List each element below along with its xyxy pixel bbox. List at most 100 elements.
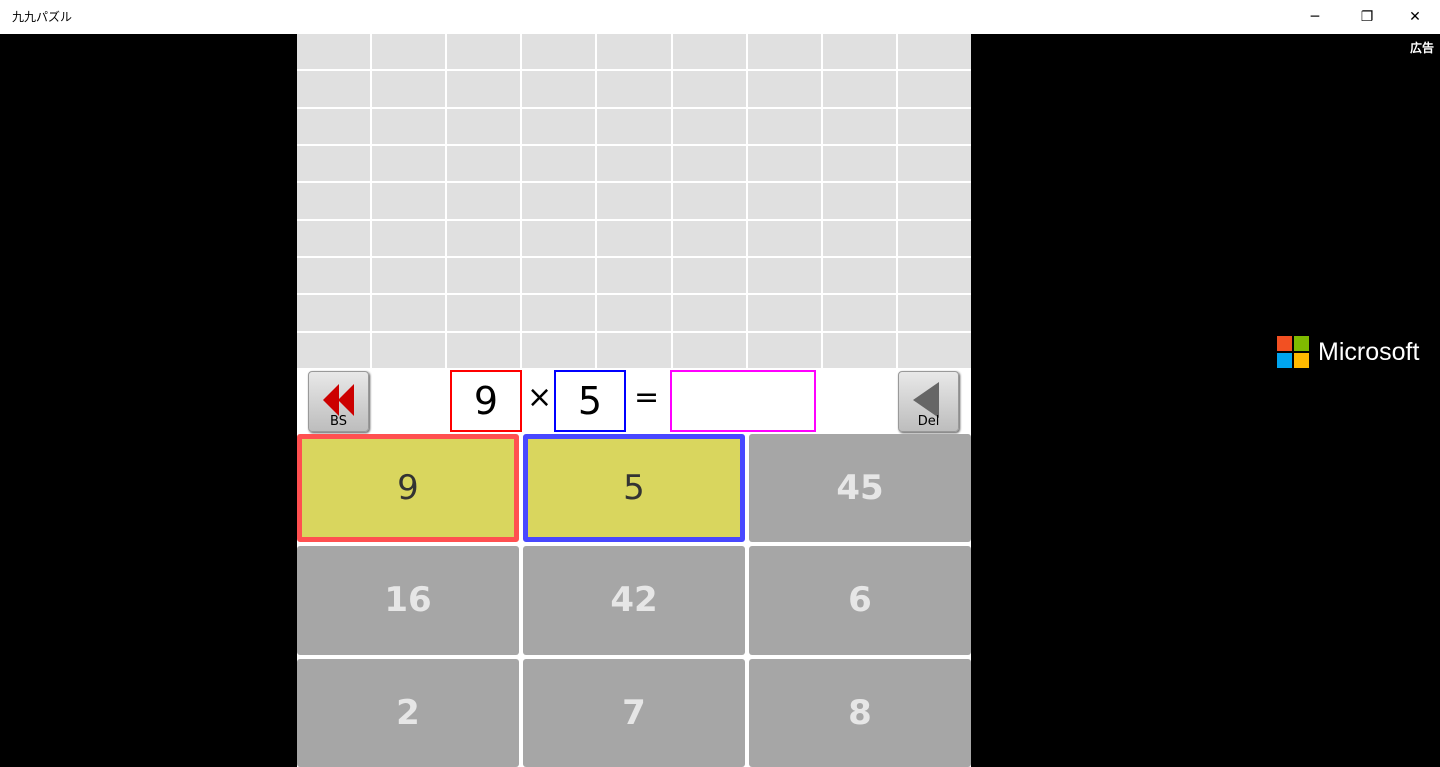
- grid-cell: [822, 183, 896, 219]
- double-left-arrow-icon: [323, 384, 354, 416]
- grid-cell: [597, 71, 671, 107]
- number-key[interactable]: 8: [749, 658, 971, 767]
- grid-cell: [747, 108, 821, 144]
- grid-cell: [447, 220, 521, 256]
- grid-cell: [672, 145, 746, 182]
- grid-cell: [372, 332, 446, 368]
- grid-cell: [822, 145, 896, 182]
- grid-cell: [672, 34, 746, 70]
- grid-cell: [447, 295, 521, 331]
- grid-cell: [597, 332, 671, 368]
- title-bar: 九九パズル ─ ❐ ✕: [0, 0, 1440, 34]
- ad-banner[interactable]: Microsoft: [1277, 336, 1419, 368]
- grid-cell: [897, 257, 971, 294]
- ad-brand: Microsoft: [1318, 337, 1420, 366]
- grid-cell: [522, 71, 596, 107]
- grid-cell: [672, 183, 746, 219]
- grid-cell: [747, 332, 821, 368]
- grid-cell: [297, 257, 371, 294]
- grid-cell: [747, 220, 821, 256]
- number-key[interactable]: 2: [297, 658, 519, 767]
- grid-cell: [897, 332, 971, 368]
- grid-cell: [822, 34, 896, 70]
- puzzle-grid: [297, 34, 971, 368]
- grid-cell: [447, 257, 521, 294]
- number-key[interactable]: 9: [297, 434, 519, 543]
- grid-cell: [897, 145, 971, 182]
- grid-cell: [447, 183, 521, 219]
- second-operand-box[interactable]: 5: [554, 370, 626, 432]
- grid-cell: [372, 34, 446, 70]
- grid-cell: [447, 332, 521, 368]
- grid-cell: [522, 332, 596, 368]
- grid-cell: [597, 34, 671, 70]
- grid-cell: [372, 257, 446, 294]
- grid-cell: [747, 71, 821, 107]
- grid-cell: [822, 295, 896, 331]
- grid-cell: [897, 108, 971, 144]
- grid-cell: [747, 295, 821, 331]
- grid-cell: [897, 71, 971, 107]
- delete-button[interactable]: Del: [898, 371, 959, 432]
- grid-cell: [297, 295, 371, 331]
- ad-label: 広告: [1409, 41, 1434, 55]
- grid-cell: [822, 71, 896, 107]
- grid-cell: [672, 257, 746, 294]
- number-key[interactable]: 45: [749, 434, 971, 543]
- delete-label: Del: [917, 414, 940, 429]
- grid-cell: [522, 295, 596, 331]
- left-triangle-icon: [913, 382, 939, 418]
- number-keypad: 9 5 45 16 42 6 2 7 8: [297, 434, 971, 767]
- grid-cell: [372, 145, 446, 182]
- number-key[interactable]: 5: [523, 434, 745, 543]
- grid-cell: [747, 257, 821, 294]
- grid-cell: [672, 295, 746, 331]
- grid-cell: [372, 183, 446, 219]
- number-key[interactable]: 42: [523, 546, 745, 655]
- number-key[interactable]: 6: [749, 546, 971, 655]
- grid-cell: [822, 220, 896, 256]
- number-key[interactable]: 16: [297, 546, 519, 655]
- grid-cell: [447, 71, 521, 107]
- grid-cell: [897, 295, 971, 331]
- backspace-button[interactable]: BS: [308, 371, 369, 432]
- grid-cell: [522, 145, 596, 182]
- grid-cell: [897, 183, 971, 219]
- grid-cell: [297, 183, 371, 219]
- times-sign: ×: [527, 380, 553, 415]
- grid-cell: [897, 34, 971, 70]
- grid-cell: [297, 145, 371, 182]
- grid-cell: [372, 220, 446, 256]
- equals-sign: =: [634, 380, 660, 415]
- minimize-button[interactable]: ─: [1310, 9, 1320, 25]
- grid-cell: [822, 257, 896, 294]
- grid-cell: [672, 108, 746, 144]
- grid-cell: [672, 332, 746, 368]
- grid-cell: [897, 220, 971, 256]
- grid-cell: [447, 34, 521, 70]
- grid-cell: [297, 34, 371, 70]
- restore-button[interactable]: ❐: [1360, 9, 1374, 25]
- grid-cell: [822, 108, 896, 144]
- grid-cell: [447, 108, 521, 144]
- grid-cell: [597, 108, 671, 144]
- result-box[interactable]: [670, 370, 816, 432]
- grid-cell: [522, 183, 596, 219]
- grid-cell: [522, 220, 596, 256]
- grid-cell: [597, 145, 671, 182]
- equation-row: BS 9 × 5 = Del: [297, 368, 971, 434]
- puzzle-app: BS 9 × 5 = Del 9 5 45 16 42 6 2 7 8: [297, 34, 971, 767]
- grid-cell: [672, 220, 746, 256]
- grid-cell: [372, 295, 446, 331]
- grid-cell: [522, 108, 596, 144]
- grid-cell: [822, 332, 896, 368]
- grid-cell: [447, 145, 521, 182]
- window-title: 九九パズル: [12, 10, 73, 24]
- number-key[interactable]: 7: [523, 658, 745, 767]
- grid-cell: [747, 34, 821, 70]
- first-operand-box[interactable]: 9: [450, 370, 522, 432]
- close-button[interactable]: ✕: [1409, 9, 1421, 25]
- grid-cell: [747, 183, 821, 219]
- backspace-label: BS: [330, 414, 347, 429]
- grid-cell: [672, 71, 746, 107]
